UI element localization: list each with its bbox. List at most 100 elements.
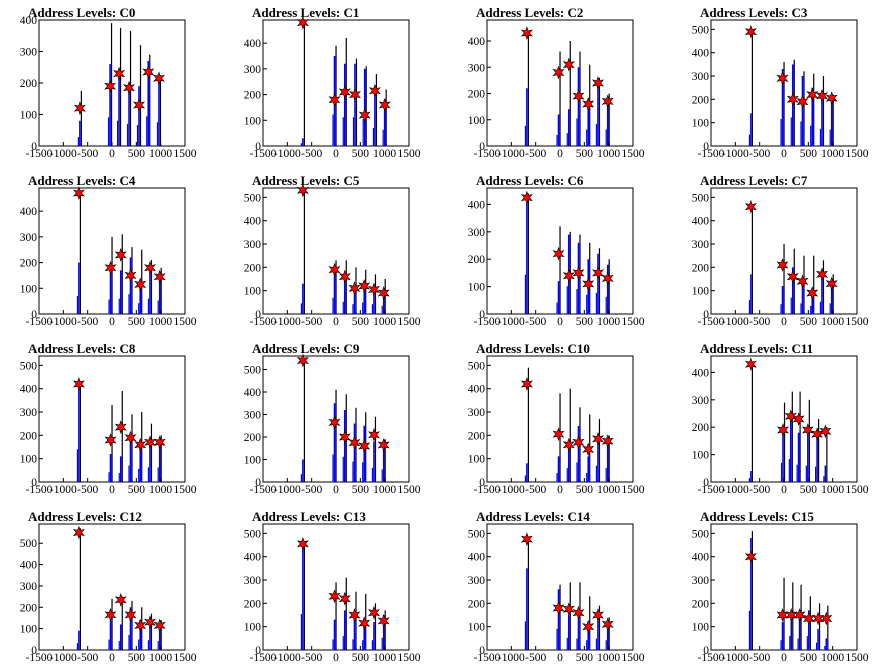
y-tick-label: 100 xyxy=(244,115,262,127)
x-tick-label: -1000 xyxy=(722,484,749,496)
x-tick-label: 0 xyxy=(333,148,339,160)
y-tick-label: 300 xyxy=(20,407,38,419)
y-tick-label: 200 xyxy=(244,262,262,274)
peak-star-marker xyxy=(153,269,166,284)
peak-star-marker xyxy=(582,276,595,291)
x-tick-label: -500 xyxy=(525,148,546,160)
x-tick-label: 1000 xyxy=(149,484,172,496)
peak-star-marker xyxy=(776,423,790,437)
peak-star-marker xyxy=(296,183,309,198)
peak-star-marker xyxy=(153,435,166,450)
x-tick-label: 1000 xyxy=(597,484,620,496)
x-tick-label: 0 xyxy=(781,148,787,160)
y-tick-label: 100 xyxy=(468,282,486,294)
x-tick-label: 0 xyxy=(557,484,563,496)
peak-star-marker xyxy=(72,186,85,201)
x-tick-label: 1500 xyxy=(846,484,869,496)
peak-star-marker xyxy=(134,437,147,452)
peak-star-marker xyxy=(796,274,809,289)
x-tick-label: 500 xyxy=(800,652,818,664)
y-tick-label: 300 xyxy=(468,62,486,74)
x-tick-label: 1500 xyxy=(398,148,421,160)
x-tick-label: 1000 xyxy=(821,316,844,328)
x-tick-label: 1000 xyxy=(373,484,396,496)
peak-star-marker xyxy=(152,71,166,86)
peak-star-marker xyxy=(825,276,838,291)
peak-star-marker xyxy=(784,409,797,424)
peak-star-marker xyxy=(348,87,362,102)
y-tick-label: 200 xyxy=(468,598,486,610)
peak-star-marker xyxy=(552,427,565,442)
x-tick-label: -1000 xyxy=(274,316,301,328)
x-tick-label: -1000 xyxy=(498,484,525,496)
x-tick-label: -1500 xyxy=(250,316,277,328)
chart-title: Address Levels: C14 xyxy=(476,509,590,524)
x-tick-label: -500 xyxy=(301,484,322,496)
x-tick-label: 1500 xyxy=(398,652,421,664)
x-tick-label: -500 xyxy=(77,652,98,664)
peak-star-marker xyxy=(104,260,117,275)
x-tick-label: 0 xyxy=(557,148,563,160)
x-tick-label: 1500 xyxy=(622,148,645,160)
x-tick-label: 1000 xyxy=(149,148,172,160)
chart-title: Address Levels: C6 xyxy=(476,173,584,188)
peak-star-marker xyxy=(113,66,126,81)
y-tick-label: 0 xyxy=(479,645,485,657)
chart-panel-8: Address Levels: C80100200300400500-1500-… xyxy=(20,341,197,496)
peak-star-marker xyxy=(592,608,604,622)
y-tick-label: 200 xyxy=(20,430,38,442)
y-tick-label: 100 xyxy=(692,118,710,130)
y-tick-label: 100 xyxy=(244,286,262,298)
x-tick-label: 1500 xyxy=(174,652,197,664)
x-tick-label: -500 xyxy=(77,148,98,160)
x-tick-label: 0 xyxy=(109,652,115,664)
y-tick-label: 300 xyxy=(468,575,486,587)
y-tick-label: 400 xyxy=(692,48,710,60)
chart-panel-4: Address Levels: C4 0 100 200 300 400 -1500-100… xyxy=(20,173,197,328)
peak-star-marker xyxy=(328,92,341,107)
peak-star-marker xyxy=(338,269,351,284)
peak-star-marker xyxy=(812,611,825,626)
peak-star-marker xyxy=(296,353,309,368)
x-tick-label: -500 xyxy=(749,316,770,328)
peak-star-marker xyxy=(776,258,789,272)
peak-star-marker xyxy=(786,269,799,284)
peak-star-marker xyxy=(572,435,585,450)
y-tick-label: 500 xyxy=(244,365,262,377)
peak-star-marker xyxy=(132,98,146,112)
x-tick-label: 500 xyxy=(352,148,370,160)
x-tick-label: 500 xyxy=(576,652,594,664)
peak-star-marker xyxy=(142,65,155,79)
peak-star-marker xyxy=(520,26,533,41)
chart-title: Address Levels: C3 xyxy=(700,5,808,20)
peak-star-marker xyxy=(591,265,605,280)
peak-star-marker xyxy=(582,97,595,111)
peak-star-marker xyxy=(122,80,136,95)
y-tick-label: 200 xyxy=(468,89,486,101)
chart-panel-13: Address Levels: C13 0 100 200 300 400 500 -1500… xyxy=(244,509,421,664)
y-tick-label: 100 xyxy=(692,622,710,634)
y-tick-label: 100 xyxy=(692,450,710,462)
x-tick-label: -500 xyxy=(749,148,770,160)
peak-star-marker xyxy=(377,286,390,300)
x-tick-label: 0 xyxy=(333,652,339,664)
peak-star-marker xyxy=(328,415,341,430)
peak-star-marker xyxy=(820,611,833,626)
x-tick-label: -500 xyxy=(301,652,322,664)
chart-panel-0: Address Levels: C0 0 100 200 300 400 -1500-100… xyxy=(20,5,197,160)
peak-star-marker xyxy=(114,420,127,435)
x-tick-label: 1500 xyxy=(846,652,869,664)
x-tick-label: 1000 xyxy=(821,484,844,496)
x-tick-label: 1000 xyxy=(149,652,172,664)
peak-star-marker xyxy=(776,608,789,622)
y-tick-label: 400 xyxy=(468,552,486,564)
chart-panel-9: Address Levels: C90100200300400500-1500-… xyxy=(244,341,421,496)
peak-star-marker xyxy=(520,532,533,547)
y-tick-label: 0 xyxy=(255,309,261,321)
peak-star-marker xyxy=(793,608,806,622)
chart-title: Address Levels: C1 xyxy=(252,5,359,20)
peak-star-marker xyxy=(801,423,814,437)
peak-star-marker xyxy=(338,591,351,606)
peak-star-marker xyxy=(744,357,757,372)
